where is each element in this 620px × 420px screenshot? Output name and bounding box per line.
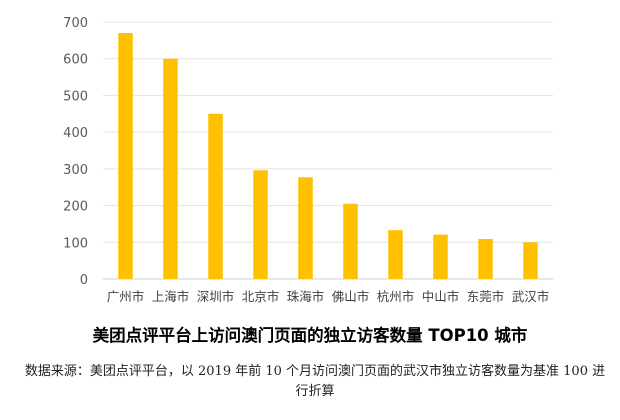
bar (478, 238, 493, 279)
y-tick-label: 0 (80, 273, 88, 288)
x-tick-label: 北京市 (242, 289, 280, 304)
x-tick-label: 中山市 (422, 289, 460, 304)
x-tick-label: 武汉市 (512, 289, 550, 304)
bar (343, 203, 358, 279)
source-note: 数据来源：美团点评平台，以 2019 年前 10 个月访问澳门页面的武汉市独立访… (24, 364, 606, 399)
y-tick-label: 700 (63, 16, 88, 31)
bar (298, 177, 313, 279)
bar (388, 230, 403, 279)
bar-chart: 0 100 200 300 400 500 600 700 广州市 上海市 深圳市 北京市 珠海市 佛山市… (63, 16, 553, 304)
bar (523, 242, 538, 279)
x-tick-label: 珠海市 (287, 289, 325, 304)
bar (253, 170, 268, 279)
y-tick-label: 200 (63, 200, 88, 215)
y-tick-label: 500 (63, 89, 88, 104)
x-tick-label: 上海市 (152, 289, 190, 304)
x-tick-label: 杭州市 (377, 289, 415, 304)
bar (433, 234, 448, 279)
bar (118, 33, 133, 280)
chart-title: 美团点评平台上访问澳门页面的独立访客数量 TOP10 城市 (92, 326, 528, 345)
x-tick-label: 东莞市 (467, 289, 505, 304)
y-tick-label: 300 (63, 163, 88, 178)
x-tick-label: 深圳市 (197, 289, 235, 304)
x-tick-label: 广州市 (107, 289, 145, 304)
y-tick-label: 100 (63, 236, 88, 251)
bar (208, 113, 223, 280)
y-tick-label: 400 (63, 126, 88, 141)
bar (163, 58, 178, 279)
y-tick-label: 600 (63, 53, 88, 68)
x-tick-label: 佛山市 (332, 289, 370, 304)
